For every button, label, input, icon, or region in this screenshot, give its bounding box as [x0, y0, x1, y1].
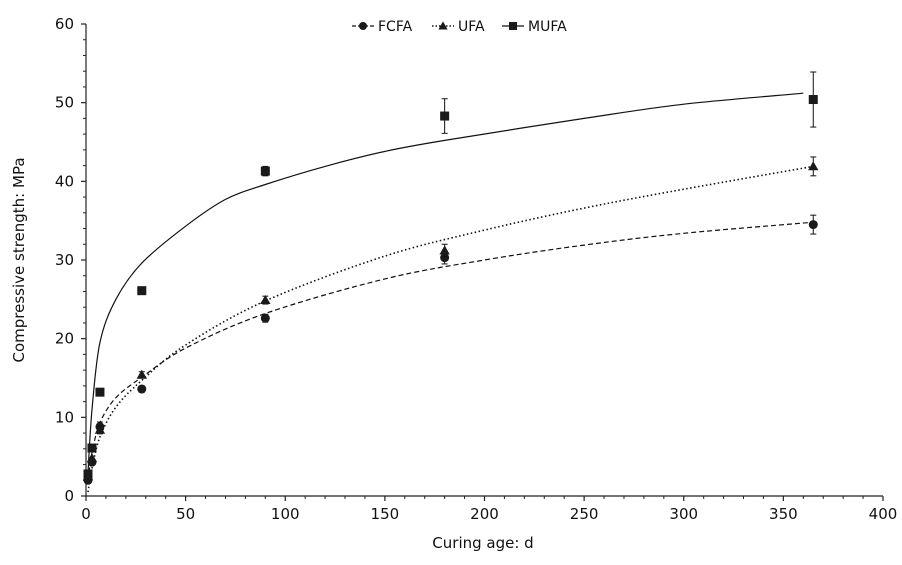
point-ufa [136, 369, 147, 379]
axes: 0 10 20 30 40 50 60 0 50 100 150 200 250 300 350 400 [55, 15, 897, 523]
point-fcfa [260, 313, 270, 323]
fit-lines [87, 92, 814, 493]
x-tick-label: 200 [470, 505, 499, 523]
legend-label-ufa: UFA [458, 19, 485, 35]
y-tick-label: 0 [64, 487, 74, 505]
point-fcfa [137, 384, 147, 394]
x-axis-title: Curing age: d [432, 534, 533, 552]
x-tick-label: 250 [570, 505, 599, 523]
data-points [82, 71, 819, 485]
y-tick-label: 10 [55, 408, 74, 426]
point-mufa [83, 469, 93, 479]
y-tick-label: 40 [55, 172, 74, 190]
y-tick-label: 20 [55, 330, 74, 348]
point-ufa [86, 453, 98, 463]
y-tick-label: 60 [55, 15, 74, 33]
y-tick-label: 30 [55, 251, 74, 269]
point-ufa [808, 161, 819, 171]
fit-line-mufa [87, 92, 804, 473]
point-mufa [260, 166, 270, 176]
fit-line-ufa [87, 165, 814, 493]
point-mufa [440, 111, 450, 121]
point-mufa [808, 95, 818, 105]
point-ufa [94, 424, 106, 434]
legend-label-mufa: MUFA [528, 19, 567, 35]
legend-marker-mufa [509, 22, 517, 30]
fit-line-fcfa [87, 221, 814, 481]
legend: FCFA UFA MUFA [352, 19, 567, 35]
point-ufa [260, 294, 271, 305]
x-tick-label: 150 [371, 505, 400, 523]
point-mufa [87, 443, 97, 453]
point-ufa [439, 245, 450, 255]
point-fcfa [440, 253, 450, 263]
point-mufa [137, 286, 147, 296]
legend-marker-fcfa [359, 22, 367, 30]
x-tick-label: 100 [271, 505, 300, 523]
x-tick-label: 0 [81, 505, 91, 523]
point-fcfa [808, 220, 818, 230]
x-tick-label: 350 [769, 505, 798, 523]
legend-label-fcfa: FCFA [378, 19, 413, 35]
y-tick-label: 50 [55, 94, 74, 112]
y-axis-title: Compressive strength: MPa [10, 157, 28, 362]
x-tick-label: 50 [176, 505, 195, 523]
x-tick-label: 300 [669, 505, 698, 523]
x-tick-label: 400 [869, 505, 898, 523]
point-mufa [95, 387, 105, 397]
legend-marker-ufa [438, 21, 448, 30]
